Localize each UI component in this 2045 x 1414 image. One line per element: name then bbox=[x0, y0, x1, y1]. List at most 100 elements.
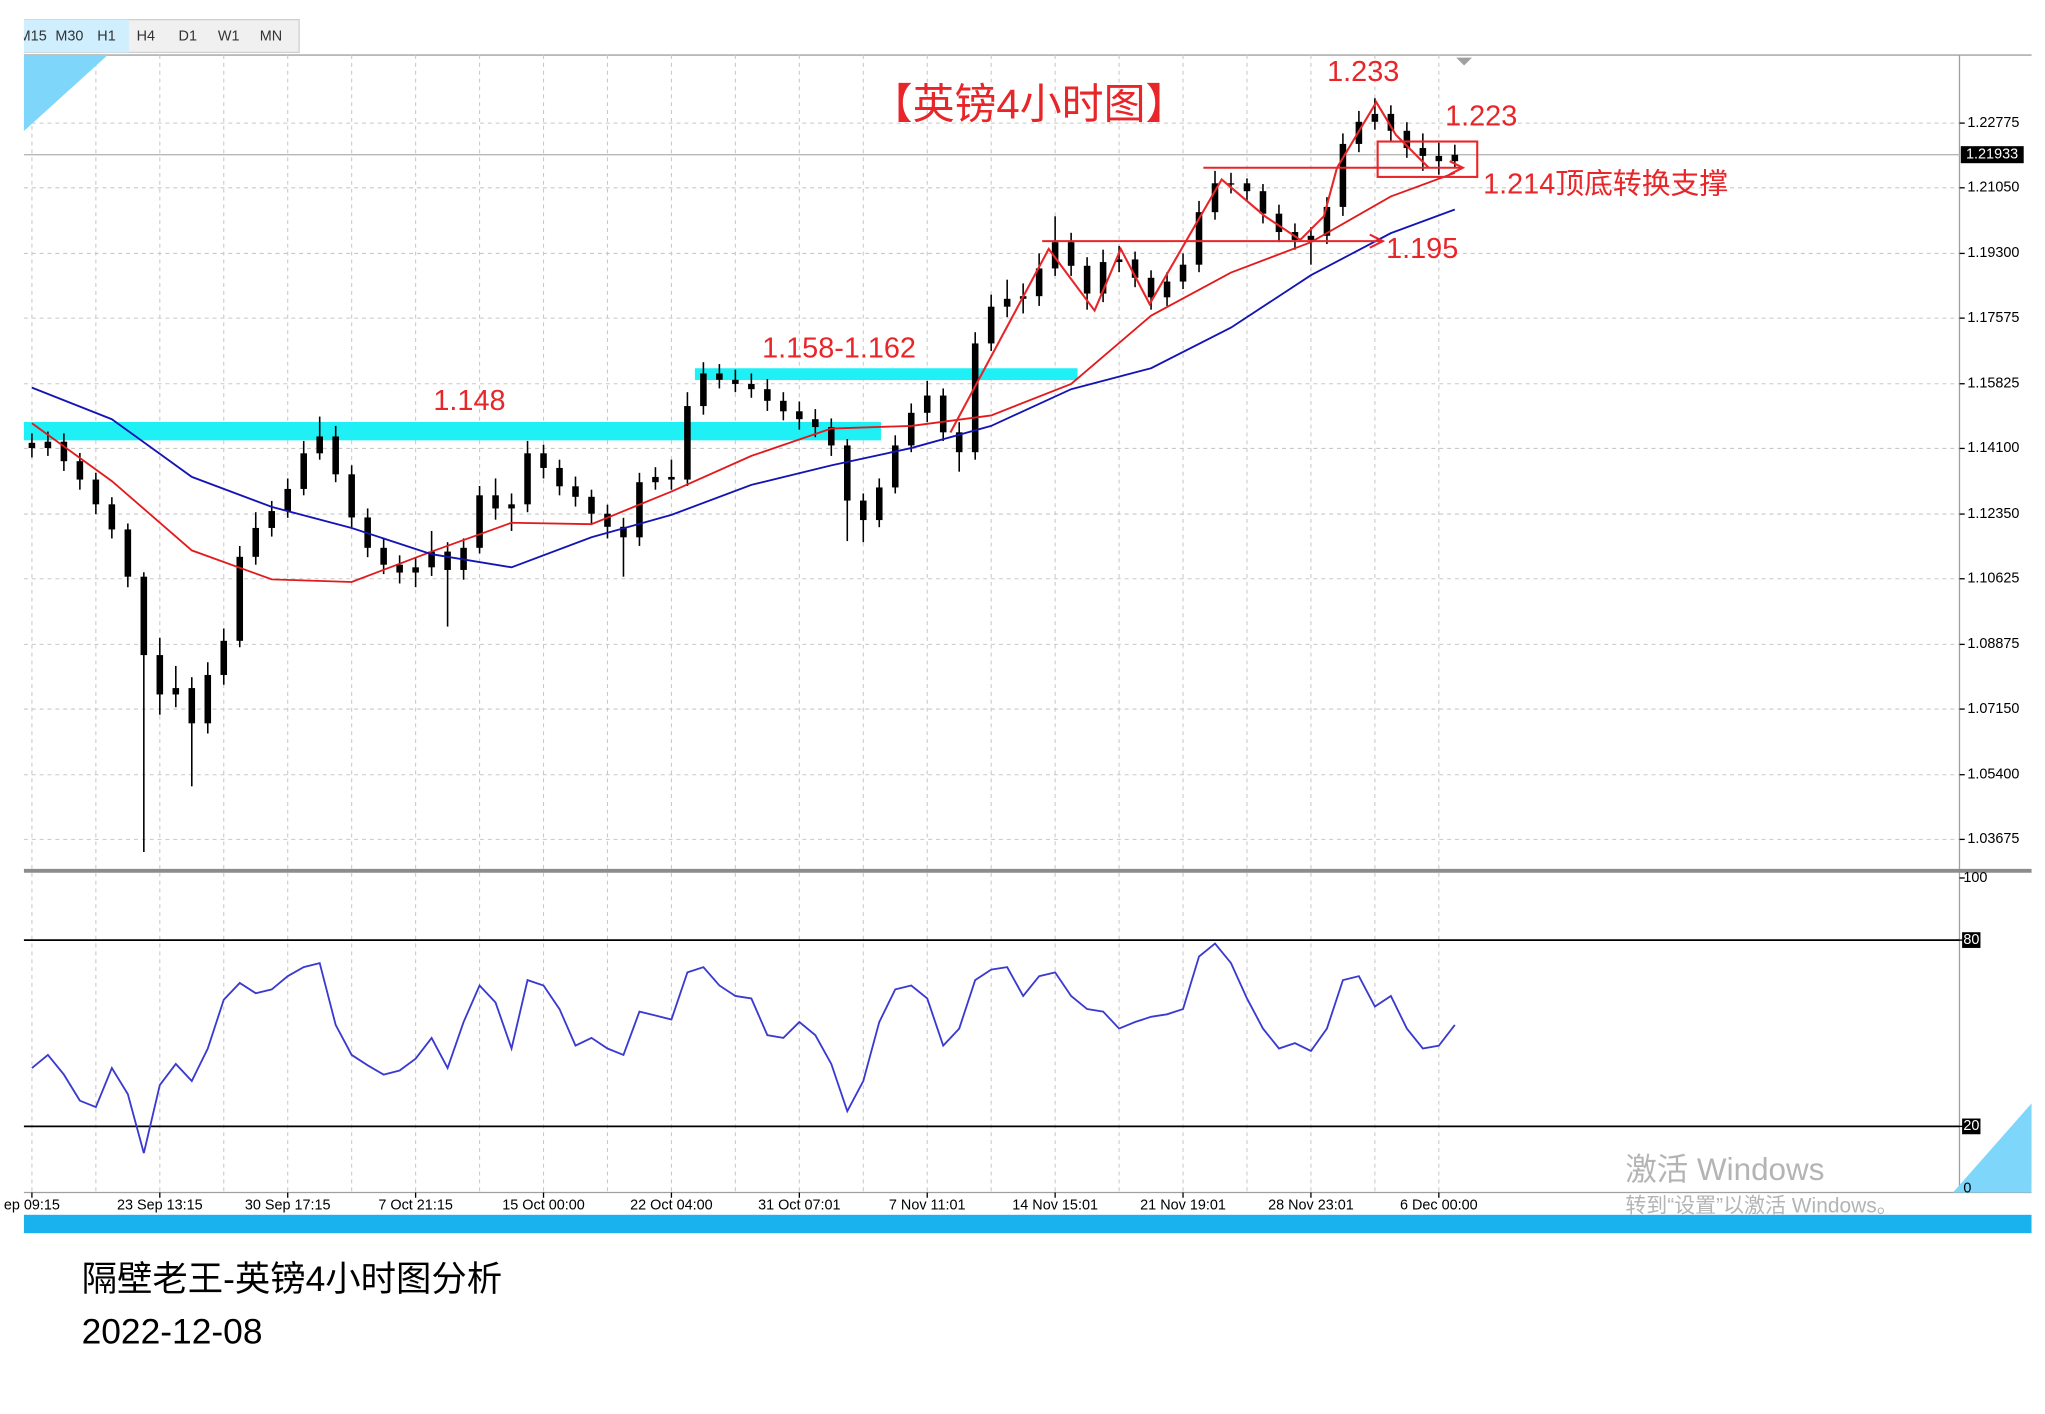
timeframe-button[interactable]: M15 bbox=[19, 29, 47, 45]
candle-body bbox=[604, 513, 611, 527]
candle-body bbox=[1275, 213, 1283, 233]
y-tick-label: 1.08875 bbox=[1967, 636, 2019, 652]
y-tick-label: 1.05400 bbox=[1967, 767, 2019, 783]
y-tick-label: 1.19300 bbox=[1967, 245, 2019, 261]
candle-body bbox=[987, 306, 995, 344]
timeframe-button[interactable]: D1 bbox=[179, 29, 197, 45]
candle-body bbox=[1099, 262, 1107, 294]
candle-body bbox=[780, 400, 787, 412]
candle-body bbox=[428, 551, 435, 568]
y-tick-label: 1.15825 bbox=[1967, 376, 2019, 392]
candle-body bbox=[700, 373, 707, 407]
candle-body bbox=[236, 556, 244, 641]
caption-date: 2022-12-08 bbox=[82, 1312, 263, 1351]
resistance-band bbox=[694, 368, 1078, 381]
candle-body bbox=[1323, 206, 1331, 236]
y-tick-label: 1.22775 bbox=[1967, 115, 2019, 131]
mask bbox=[0, 15, 24, 56]
candle-body bbox=[412, 567, 419, 573]
candle-body bbox=[156, 655, 164, 695]
candle-body bbox=[220, 640, 228, 675]
line-series bbox=[31, 942, 1456, 1154]
candle-body bbox=[172, 688, 180, 695]
last-price-box bbox=[1960, 146, 2024, 164]
price-annotation: 1.148 bbox=[433, 385, 505, 417]
chart-title: 【英镑4小时图】 bbox=[871, 81, 1188, 128]
candle-body bbox=[1371, 113, 1379, 122]
candle-body bbox=[1211, 183, 1219, 213]
candle-body bbox=[668, 476, 675, 480]
corner-decoration bbox=[23, 55, 108, 132]
shift-marker bbox=[1456, 57, 1472, 66]
candle-body bbox=[92, 479, 100, 505]
level-label-box bbox=[1962, 1118, 1981, 1135]
corner-decoration bbox=[1952, 1103, 2032, 1193]
zigzag bbox=[949, 100, 1430, 433]
candle-body bbox=[204, 674, 212, 724]
price-annotation: 1.233 bbox=[1327, 56, 1399, 88]
price-annotation: 1.223 bbox=[1445, 101, 1517, 133]
y-tick-label: 1.14100 bbox=[1967, 440, 2019, 456]
candle-body bbox=[444, 551, 451, 570]
candle-body bbox=[828, 427, 835, 446]
candle-body bbox=[1307, 235, 1315, 240]
candle-body bbox=[748, 383, 755, 390]
candle-body bbox=[796, 411, 803, 420]
marks: 1.21933 0 20 80 100 bbox=[23, 98, 2024, 1196]
x-tick-label: 30 Sep 17:15 bbox=[245, 1197, 331, 1213]
toolbar-highlight bbox=[23, 19, 129, 53]
arrow-head bbox=[1449, 160, 1466, 176]
annotations: 1.233 1.223 1.214顶底转换支撑 1.195 1.158-1.162 1.1… bbox=[433, 56, 1728, 417]
y-tick-label: 1.03675 bbox=[1967, 831, 2019, 847]
y-tick-label: 1.10625 bbox=[1967, 571, 2019, 587]
x-tick-label: 28 Nov 23:01 bbox=[1268, 1197, 1354, 1213]
candle-body bbox=[316, 436, 323, 454]
timeframe-button[interactable]: M30 bbox=[55, 29, 83, 45]
candle-body bbox=[716, 373, 723, 380]
candle-body bbox=[268, 511, 276, 528]
candle-body bbox=[1067, 242, 1075, 266]
candle-body bbox=[476, 495, 483, 548]
grid: 1.03675 1.05400 1.07150 1.08875 1.10625 1.123… bbox=[4, 55, 2019, 1213]
x-tick-label: ep 09:15 bbox=[4, 1197, 60, 1213]
timeframe-button[interactable]: H4 bbox=[137, 29, 155, 45]
candle-body bbox=[1163, 281, 1171, 298]
candle-body bbox=[1403, 130, 1411, 149]
toolbar: M15 M30 H1 H4 D1 W1 MN bbox=[19, 19, 300, 54]
candle-body bbox=[684, 406, 691, 480]
timeframe-button[interactable]: W1 bbox=[218, 29, 240, 45]
timeframe-button[interactable]: H1 bbox=[97, 29, 115, 45]
candle-body bbox=[875, 487, 883, 521]
candle-body bbox=[907, 412, 915, 446]
indicator-tick-label: 0 bbox=[1963, 1180, 1971, 1196]
mask bbox=[2031, 1179, 2045, 1239]
candle-body bbox=[1179, 264, 1187, 282]
candle-body bbox=[540, 453, 547, 468]
timeframe-button[interactable]: MN bbox=[260, 29, 282, 45]
candle-body bbox=[76, 461, 84, 480]
candle-body bbox=[284, 488, 291, 512]
candle-body bbox=[812, 419, 819, 428]
indicator-tick-label: 20 bbox=[1963, 1118, 1979, 1134]
price-annotation: 1.195 bbox=[1386, 233, 1458, 265]
candle-body bbox=[1259, 191, 1267, 214]
x-tick-label: 6 Dec 00:00 bbox=[1400, 1197, 1478, 1213]
candle-body bbox=[732, 379, 739, 384]
candle-body bbox=[348, 474, 355, 518]
x-tick-label: 21 Nov 19:01 bbox=[1140, 1197, 1226, 1213]
x-tick-label: 14 Nov 15:01 bbox=[1012, 1197, 1098, 1213]
candle-body bbox=[955, 432, 963, 453]
last-price-label: 1.21933 bbox=[1966, 146, 2018, 162]
candle-body bbox=[636, 482, 643, 538]
watermark-title: 激活 Windows bbox=[1625, 1152, 1824, 1187]
y-tick-label: 1.07150 bbox=[1967, 701, 2019, 717]
candle-body bbox=[860, 500, 867, 521]
candle-body bbox=[1131, 259, 1139, 278]
price-annotation: 1.214顶底转换支撑 bbox=[1483, 169, 1728, 201]
candle-body bbox=[396, 564, 403, 573]
y-tick-label: 1.17575 bbox=[1967, 310, 2019, 326]
level-label-box bbox=[1962, 932, 1981, 948]
line-series bbox=[31, 208, 1456, 569]
candle-body bbox=[620, 526, 627, 538]
